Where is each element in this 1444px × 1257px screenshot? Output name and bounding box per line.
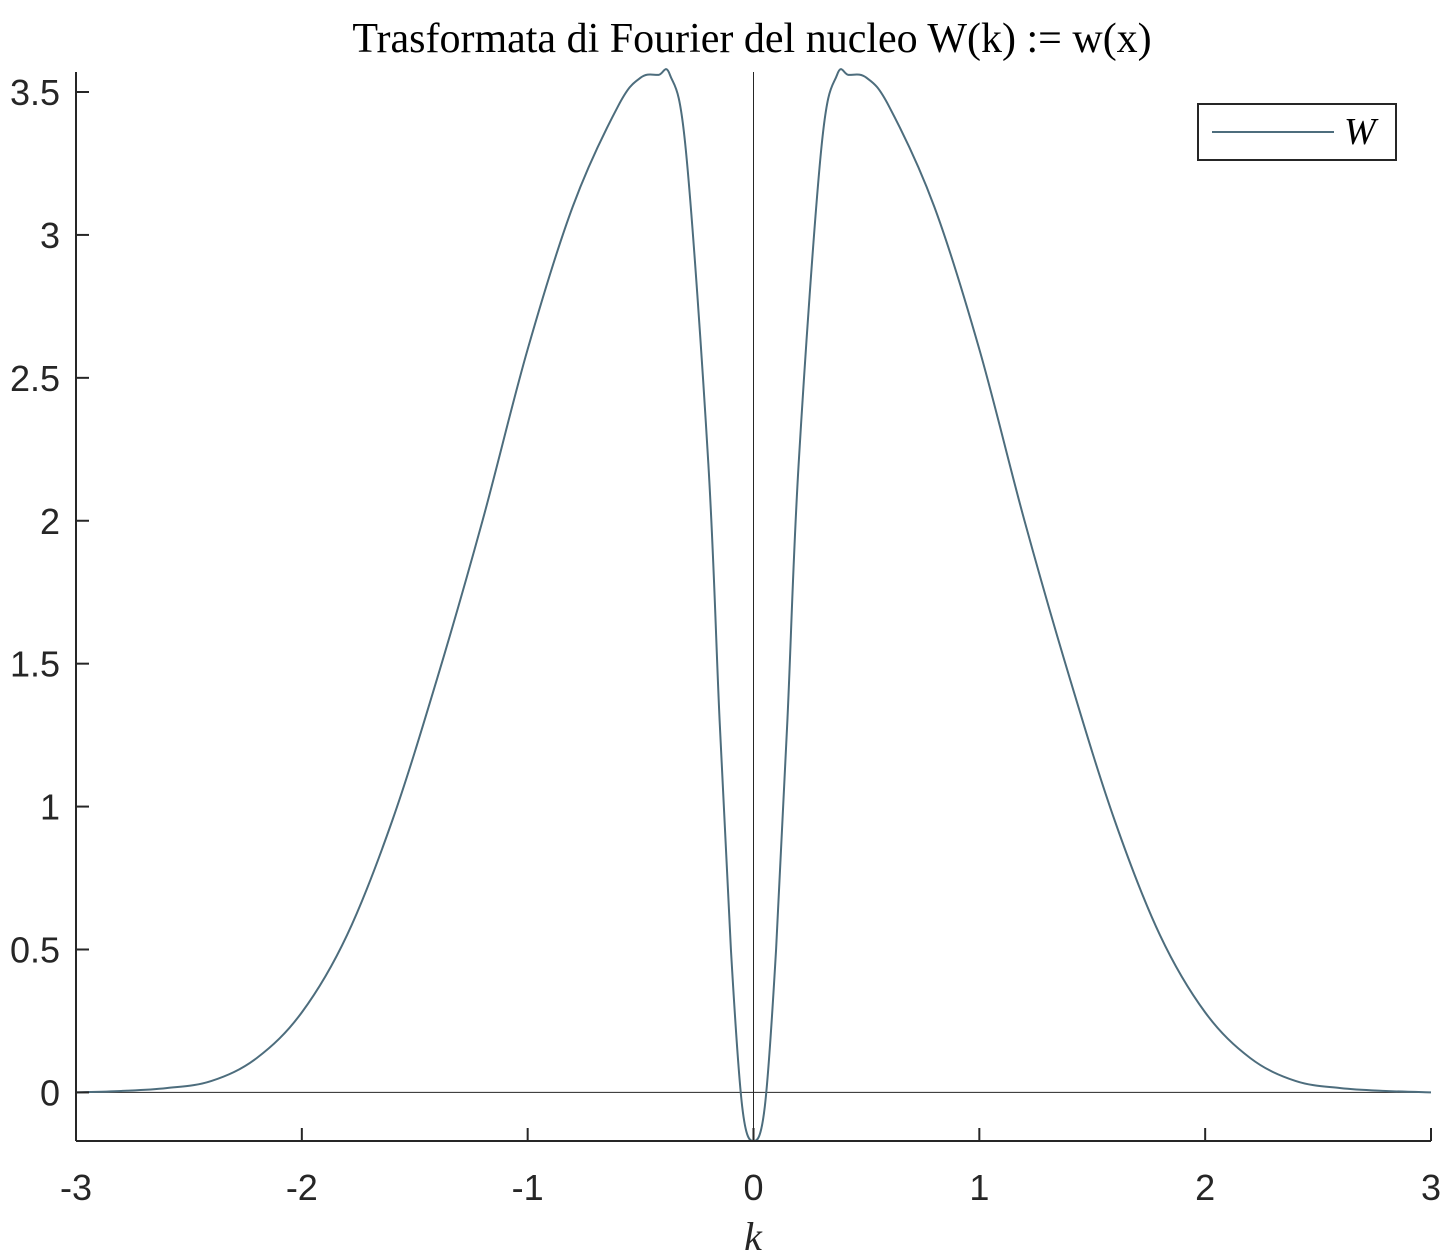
chart-title-text: Trasformata di Fourier del nucleo W(k) :… xyxy=(352,16,1151,62)
y-tick-label: 2.5 xyxy=(10,358,60,399)
y-tick-label: 3.5 xyxy=(10,72,60,113)
y-tick-label: 2 xyxy=(40,501,60,542)
y-tick-label: 1 xyxy=(40,787,60,828)
y-tick-label: 0 xyxy=(40,1072,60,1113)
x-axis-label: k xyxy=(744,1214,763,1257)
x-tick-label: -3 xyxy=(60,1167,92,1208)
chart-title: Trasformata di Fourier del nucleo W(k) :… xyxy=(352,16,1151,62)
reference-lines xyxy=(76,72,1431,1141)
y-tick-label: 0.5 xyxy=(10,929,60,970)
x-tick-label: 2 xyxy=(1195,1167,1215,1208)
y-tick-label: 1.5 xyxy=(10,644,60,685)
legend-label-w: W xyxy=(1344,111,1379,153)
legend: W xyxy=(1197,103,1397,161)
x-tick-label: 0 xyxy=(743,1167,763,1208)
x-tick-label: 3 xyxy=(1421,1167,1441,1208)
x-ticks: -3 -2 -1 0 1 2 3 xyxy=(60,1128,1441,1208)
y-tick-label: 3 xyxy=(40,215,60,256)
x-tick-label: 1 xyxy=(969,1167,989,1208)
x-tick-label: -2 xyxy=(286,1167,318,1208)
x-tick-label: -1 xyxy=(512,1167,544,1208)
y-ticks: 0 0.5 1 1.5 2 2.5 3 3.5 xyxy=(10,72,89,1113)
